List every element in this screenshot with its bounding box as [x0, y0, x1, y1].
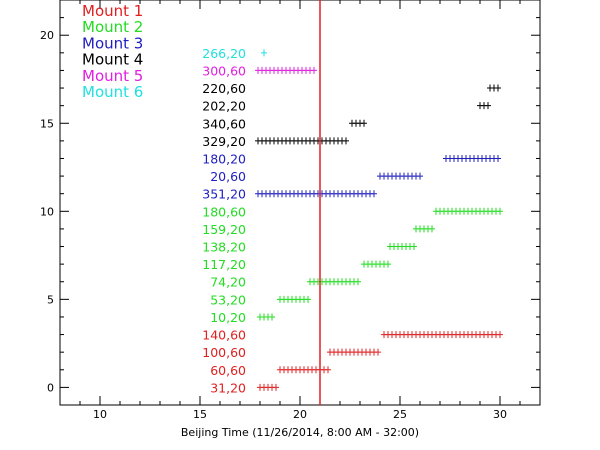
x-tick-label: 30: [493, 408, 507, 421]
row-label: 117,20: [202, 257, 246, 272]
y-tick-labels: 0 5 10 15 20: [40, 29, 54, 394]
row-label: 266,20: [202, 46, 246, 61]
series-row: [361, 260, 391, 268]
x-tick-label: 20: [293, 408, 307, 421]
row-label: 351,20: [202, 187, 246, 202]
row-labels: 31,20 60,60 100,60 140,60 10,20 53,20 74,20 117…: [202, 46, 246, 396]
data-point: [261, 49, 267, 57]
data-point: [429, 225, 435, 233]
row-label: 180,20: [202, 151, 246, 166]
row-label: 53,20: [210, 292, 246, 307]
row-label: 74,20: [210, 275, 246, 290]
row-label: 31,20: [210, 380, 246, 395]
legend-entry: Mount 2: [82, 18, 143, 36]
data-point: [361, 119, 367, 127]
data-point: [385, 260, 391, 268]
x-tick-labels: 10 15 20 25 30: [93, 408, 507, 421]
series-row: [387, 243, 417, 251]
x-tick-label: 15: [193, 408, 207, 421]
series-row: [255, 190, 377, 198]
series-row: [377, 172, 423, 180]
x-tick-label: 25: [393, 408, 407, 421]
row-label: 159,20: [202, 222, 246, 237]
series-row: [413, 225, 435, 233]
data-point: [411, 243, 417, 251]
row-label: 100,60: [202, 345, 246, 360]
series-row: [255, 66, 317, 74]
row-label: 140,60: [202, 328, 246, 343]
data-marks: [255, 49, 503, 391]
legend-entry: Mount 3: [82, 34, 143, 52]
row-label: 202,20: [202, 99, 246, 114]
y-tick-label: 20: [40, 29, 54, 42]
y-tick-label: 0: [47, 381, 54, 394]
data-point: [375, 348, 381, 356]
x-tick-label: 10: [93, 408, 107, 421]
x-axis-label: Beijing Time (11/26/2014, 8:00 AM - 32:0…: [181, 426, 419, 439]
data-point: [273, 383, 279, 391]
data-point: [495, 84, 501, 92]
row-label: 60,60: [210, 363, 246, 378]
series-row: [487, 84, 501, 92]
data-point: [343, 137, 349, 145]
row-label: 138,20: [202, 240, 246, 255]
row-label: 300,60: [202, 63, 246, 78]
legend-entry: Mount 1: [82, 2, 143, 20]
series-row: [277, 295, 311, 303]
data-point: [485, 102, 491, 110]
data-point: [371, 190, 377, 198]
legend-entry: Mount 6: [82, 83, 143, 101]
data-point: [305, 295, 311, 303]
data-point: [495, 154, 501, 162]
series-row: [443, 154, 501, 162]
data-point: [311, 66, 317, 74]
row-label: 180,60: [202, 204, 246, 219]
series-row: [255, 137, 349, 145]
legend-entry: Mount 4: [82, 51, 143, 69]
axis-ticks: [59, 0, 541, 406]
data-point: [355, 278, 361, 286]
row-label: 220,60: [202, 81, 246, 96]
y-tick-label: 10: [40, 205, 54, 218]
series-row: [277, 366, 331, 374]
row-label: 20,60: [210, 169, 246, 184]
series-row: [307, 278, 361, 286]
series-row: [327, 348, 381, 356]
series-row: [257, 383, 279, 391]
series-row: [257, 313, 275, 321]
data-point: [497, 331, 503, 339]
series-row: [261, 49, 267, 57]
row-label: 329,20: [202, 134, 246, 149]
series-row: [477, 102, 491, 110]
row-label: 10,20: [210, 310, 246, 325]
data-point: [497, 207, 503, 215]
data-point: [269, 313, 275, 321]
series-row: [433, 207, 503, 215]
y-tick-label: 5: [47, 293, 54, 306]
data-point: [417, 172, 423, 180]
y-tick-label: 15: [40, 117, 54, 130]
legend-entry: Mount 5: [82, 67, 143, 85]
series-row: [349, 119, 367, 127]
row-label: 340,60: [202, 116, 246, 131]
series-row: [381, 331, 503, 339]
data-point: [325, 366, 331, 374]
